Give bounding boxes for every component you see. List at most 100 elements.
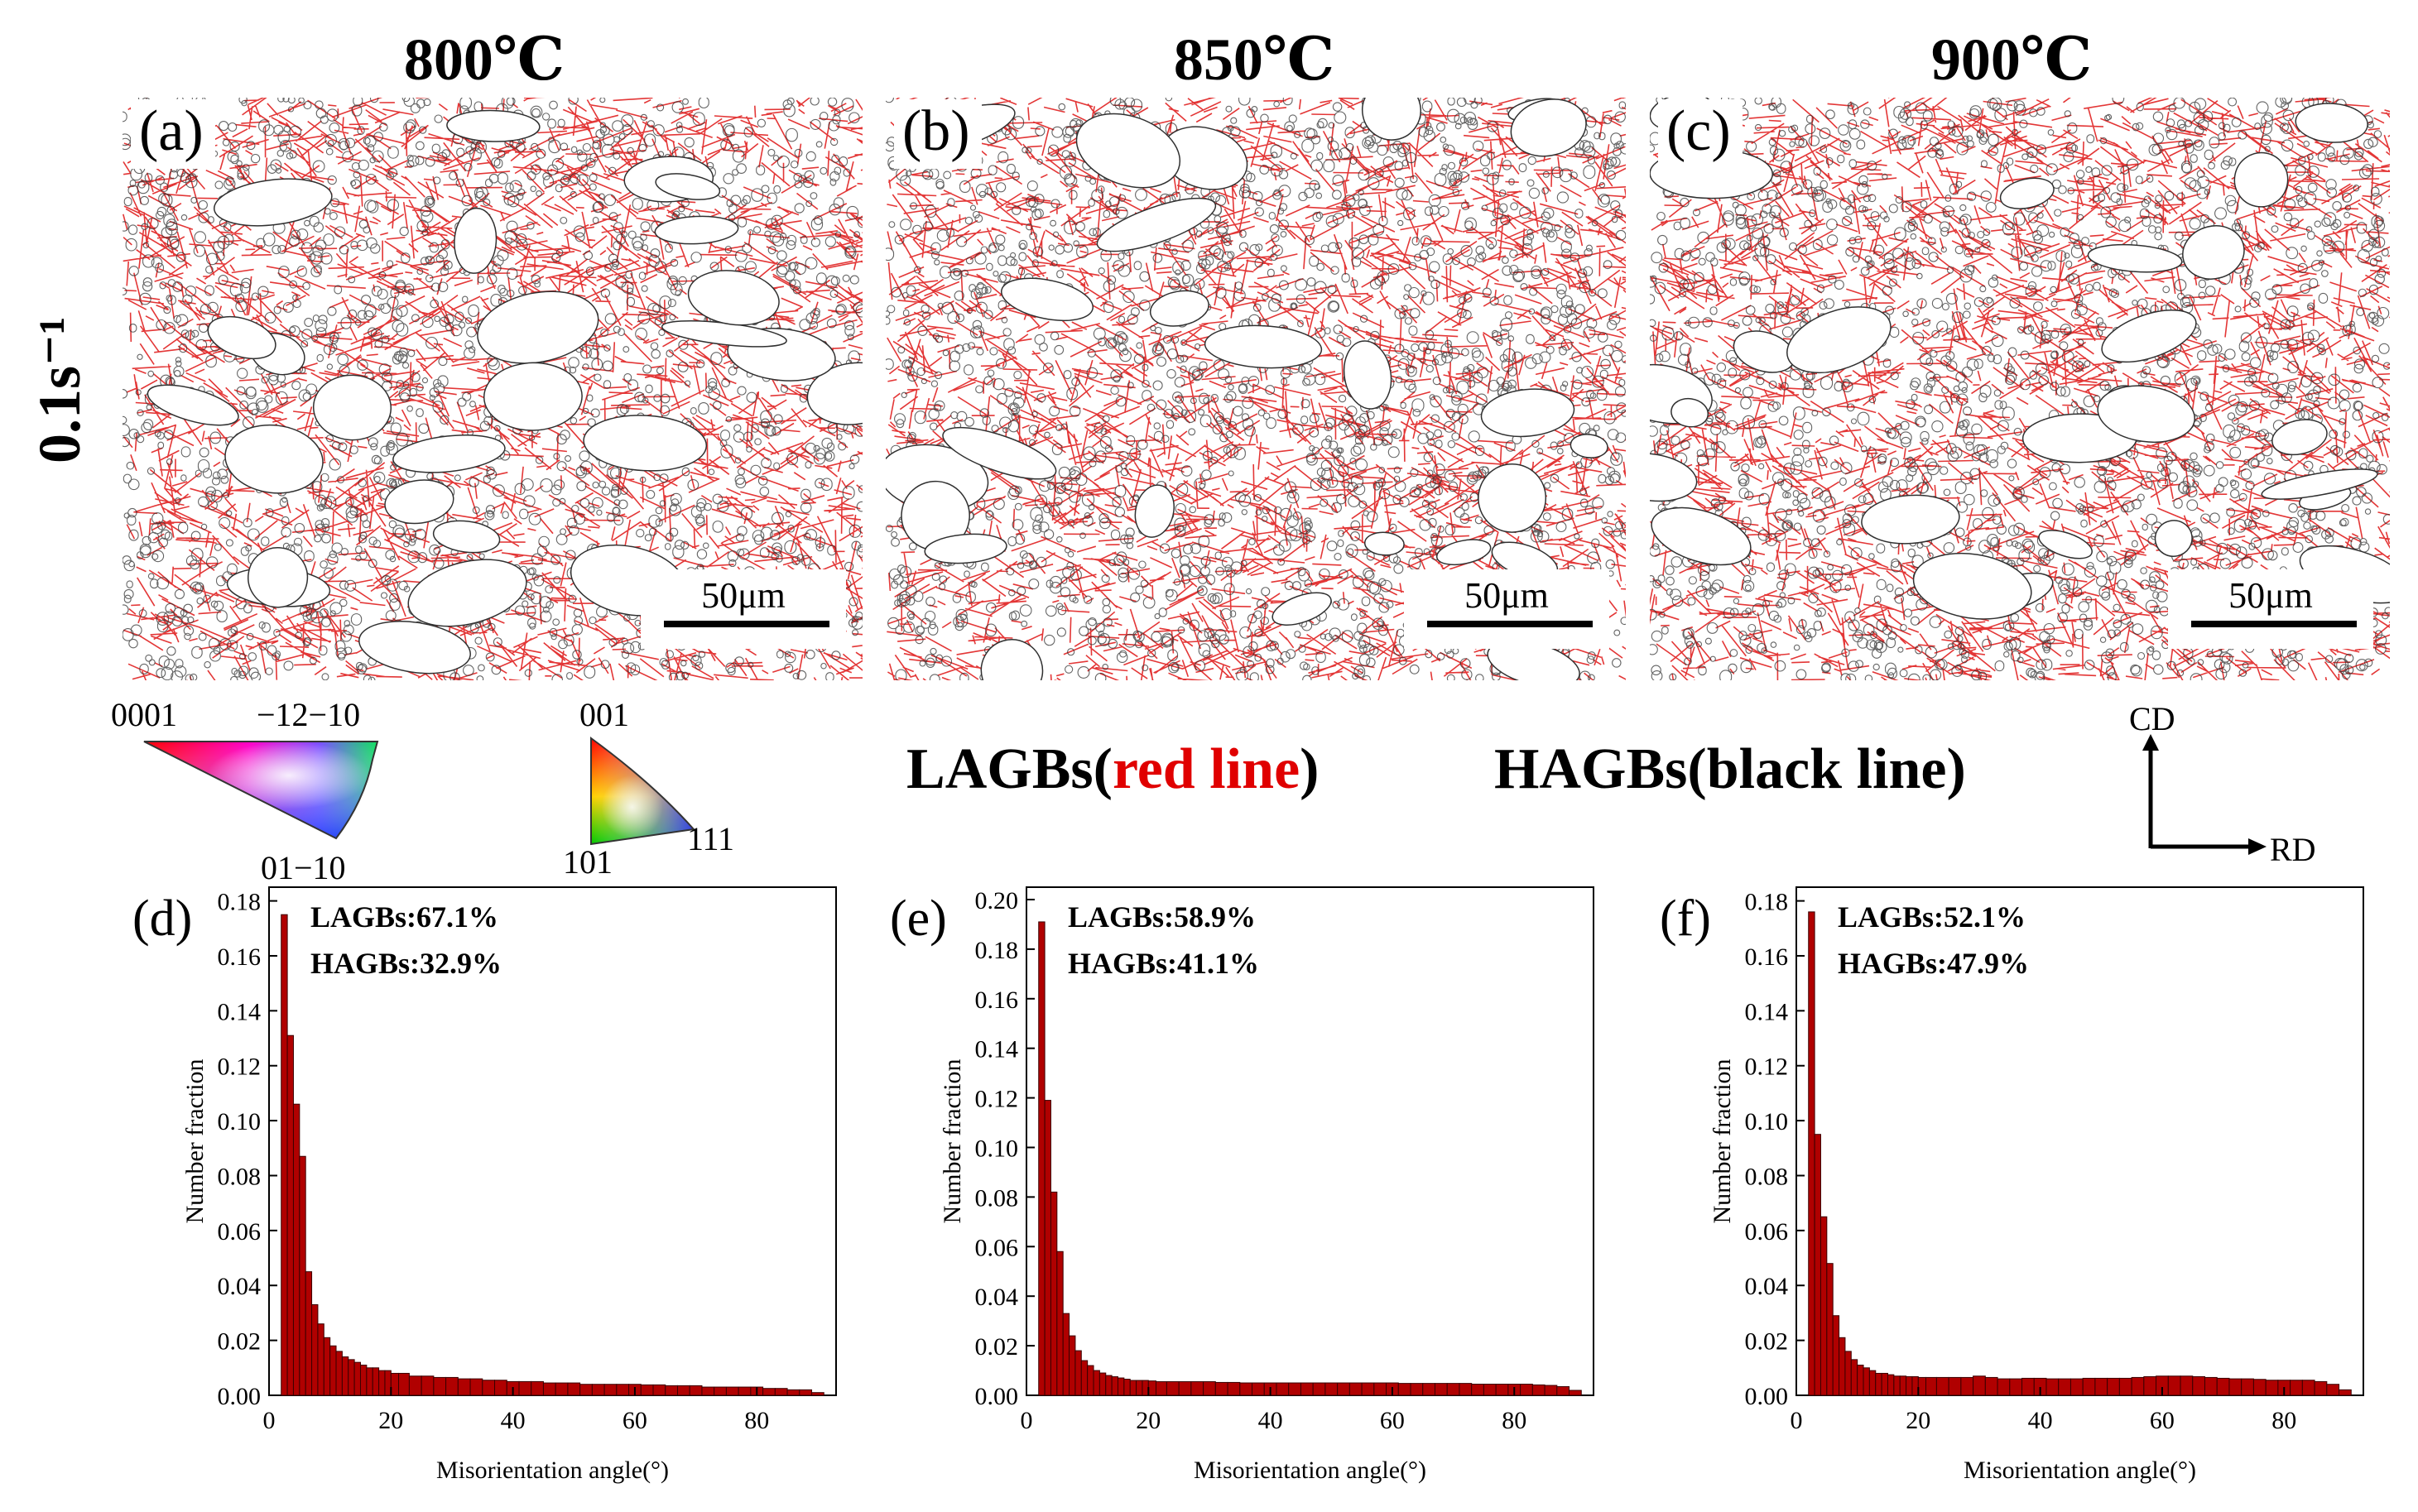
histogram-bar [2118,1377,2132,1396]
histogram-d: (d) 0.00 0.02 0.04 0.06 0.08 0.10 0.12 0.14 0.16 0… [124,877,886,1508]
y-tick-label: 0.00 [1745,1383,1789,1410]
histogram-bar [1850,1359,1858,1396]
y-tick-label: 0.00 [218,1383,262,1410]
histogram-bar [1531,1384,1546,1396]
histogram-bar [2228,1378,2243,1396]
hagb-fraction: HAGBs:47.9% [1838,947,2029,980]
histogram-bar [1156,1381,1167,1396]
histogram-bar [1893,1375,1901,1396]
x-tick-label: 60 [1380,1407,1405,1434]
histogram-bar [786,1389,800,1396]
x-axis-label: Misorientation angle(°) [1194,1457,1426,1484]
histogram-bar [1495,1384,1509,1396]
x-tick-label: 0 [263,1407,276,1434]
histogram-bar [1410,1383,1424,1396]
lagb-legend-prefix: LAGBs( [906,737,1113,801]
sample-axes: CD RD [2127,699,2343,868]
column-title-900: 900℃ [1930,26,2093,93]
histogram-bar [1056,1250,1064,1396]
histogram-bar [2009,1378,2023,1396]
y-tick-label: 0.02 [218,1328,262,1356]
axis-cd-label: CD [2129,700,2175,737]
histogram-bar [2021,1377,2035,1396]
y-tick-label: 0.08 [975,1184,1019,1212]
histogram-bar [2058,1378,2071,1396]
histogram-bar [1050,1191,1058,1396]
ipf-hex-triangle [143,741,379,840]
histogram-bar [2314,1380,2328,1396]
histogram-bar [1881,1372,1888,1396]
histogram-bar [1111,1376,1118,1396]
histogram-e: (e) 0.00 0.02 0.04 0.06 0.08 0.10 0.12 0.14 0.16 0… [882,877,1643,1508]
histogram-bar [2252,1379,2267,1396]
histogram-bar [1899,1375,1907,1396]
histogram-bar [1569,1390,1582,1396]
histogram-bar [701,1386,715,1396]
histogram-bar [323,1337,331,1396]
histogram-bar [518,1380,532,1396]
histogram-bar [579,1384,593,1396]
y-axis-label: Number fraction [181,1058,209,1223]
histogram-bar [2180,1375,2194,1396]
histogram-bar [433,1376,447,1396]
histogram-bar [1863,1367,1870,1396]
histogram-bar [1038,921,1046,1396]
lagb-legend: LAGBs(red line) [906,737,1319,803]
column-title-800: 800℃ [403,26,565,93]
grain-boundary-pattern [1650,98,2390,680]
histogram-bar [1935,1376,1949,1396]
scale-bar-c: 50μm [2168,569,2373,649]
ebsd-map-a: (a) 50μm [123,98,863,680]
lagb-fraction: LAGBs:52.1% [1838,900,2026,934]
y-tick-label: 0.12 [1745,1054,1789,1081]
histogram-bar [1397,1383,1411,1396]
y-tick-label: 0.16 [975,986,1019,1014]
histogram-bar [725,1386,739,1396]
y-tick-label: 0.08 [1745,1163,1789,1190]
histogram-bar [1239,1382,1253,1396]
histogram-bar [1911,1375,1919,1396]
y-tick-label: 0.12 [975,1086,1019,1113]
histogram-bar [1190,1381,1204,1396]
histogram-bar [1093,1370,1100,1396]
histogram-bar [1098,1372,1107,1396]
histogram-bar [1166,1381,1180,1396]
histogram-bar [1069,1335,1076,1396]
histogram-bar [482,1380,496,1396]
ipf-cubic-101: 101 [563,843,613,881]
scale-bar-text: 50μm [701,575,786,616]
x-tick-label: 40 [1258,1407,1283,1434]
histogram-bar [317,1323,324,1396]
histogram-bar [390,1372,400,1396]
ipf-cubic-001: 001 [579,696,629,733]
panel-label: (e) [890,890,947,947]
histogram-bar [353,1361,361,1396]
histogram-bar [1142,1380,1149,1396]
ebsd-map-c: (c) 50μm [1650,98,2390,680]
lagb-fraction: LAGBs:58.9% [1068,900,1256,934]
histogram-bar [676,1385,690,1396]
histogram-bar [2192,1375,2205,1396]
histogram-bar [1422,1383,1435,1396]
axis-arrows [2142,734,2267,855]
y-tick-label: 0.14 [218,998,262,1025]
histogram-bar [311,1303,319,1396]
histogram-bar [689,1385,703,1396]
histogram-bar [1814,1134,1821,1396]
x-tick-label: 40 [501,1407,526,1434]
histogram-svg: (e) 0.00 0.02 0.04 0.06 0.08 0.10 0.12 0.14 0.16 0… [890,886,1594,1484]
ipf-cubic-triangle [590,737,695,846]
histogram-bar [1471,1384,1484,1396]
histogram-bar [1136,1380,1143,1396]
ebsd-map-b: (b) 50μm [886,98,1626,680]
y-tick-label: 0.06 [1745,1218,1789,1246]
histogram-bar [531,1380,544,1396]
histogram-bar [1857,1364,1864,1396]
ipf-hex-01-10: 01−10 [261,849,346,886]
histogram-bar [1080,1360,1089,1396]
x-tick-label: 20 [1136,1407,1161,1434]
y-tick-label: 0.04 [218,1273,262,1300]
histogram-bar [1337,1382,1350,1396]
scale-bar-b: 50μm [1404,569,1609,649]
ipf-cubic-111: 111 [687,820,735,857]
